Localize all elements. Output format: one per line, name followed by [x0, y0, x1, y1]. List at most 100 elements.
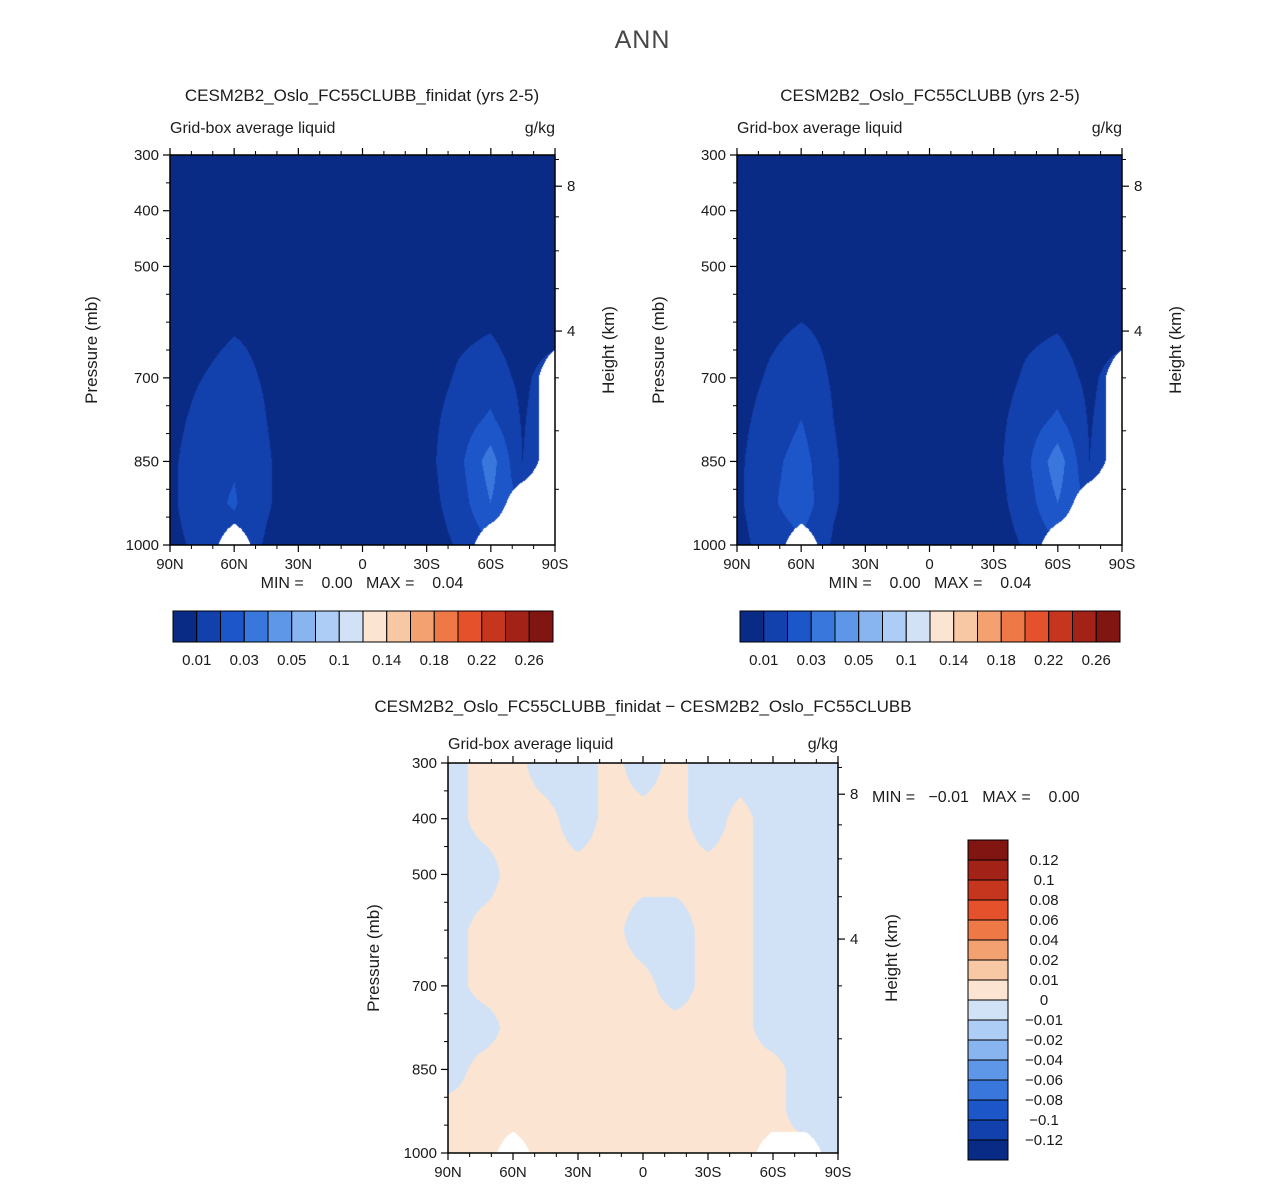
svg-text:90S: 90S [1109, 556, 1136, 573]
svg-text:0.01: 0.01 [182, 652, 211, 669]
panel3-height-axis-label: Height (km) [882, 914, 901, 1002]
svg-text:0: 0 [639, 1164, 647, 1181]
svg-text:400: 400 [412, 811, 437, 828]
svg-text:8: 8 [850, 786, 858, 803]
svg-text:4: 4 [1134, 323, 1142, 340]
svg-text:30S: 30S [980, 556, 1007, 573]
svg-text:700: 700 [134, 370, 159, 387]
panel3-colorbar: 0.12 0.1 0.08 0.06 0.04 0.02 0.01 0 −0.01 −0.02 −0… [967, 839, 1063, 1161]
svg-text:0.26: 0.26 [1082, 652, 1111, 669]
svg-text:−0.01: −0.01 [1025, 1012, 1063, 1029]
svg-text:30N: 30N [852, 556, 880, 573]
svg-text:0.03: 0.03 [230, 652, 259, 669]
svg-text:4: 4 [850, 931, 858, 948]
svg-text:30S: 30S [695, 1164, 722, 1181]
svg-text:−0.04: −0.04 [1025, 1052, 1063, 1069]
svg-text:0.01: 0.01 [1029, 972, 1058, 989]
panel1-title: CESM2B2_Oslo_FC55CLUBB_finidat (yrs 2-5) [184, 86, 540, 105]
svg-text:500: 500 [134, 258, 159, 275]
panel2-pressure-axis-label: Pressure (mb) [649, 296, 668, 404]
panel3-axes: 90N 60N 30N 0 30S 60S 90S 300 400 500 700 850 1000 8 4 [404, 755, 859, 1181]
svg-text:90N: 90N [434, 1164, 462, 1181]
panel1-height-axis-label: Height (km) [599, 306, 618, 394]
svg-text:0.14: 0.14 [939, 652, 968, 669]
svg-text:0.06: 0.06 [1029, 912, 1058, 929]
svg-text:30N: 30N [564, 1164, 592, 1181]
svg-text:0.1: 0.1 [1034, 872, 1055, 889]
svg-text:300: 300 [134, 147, 159, 164]
svg-text:0: 0 [1040, 992, 1048, 1009]
svg-text:90S: 90S [542, 556, 569, 573]
panel3-units-label: g/kg [807, 736, 838, 753]
panel2-height-axis-label: Height (km) [1166, 306, 1185, 394]
svg-text:0.18: 0.18 [420, 652, 449, 669]
panel2-title: CESM2B2_Oslo_FC55CLUBB (yrs 2-5) [780, 86, 1080, 105]
svg-text:850: 850 [134, 453, 159, 470]
svg-text:60N: 60N [499, 1164, 527, 1181]
svg-text:0.05: 0.05 [844, 652, 873, 669]
panel3-contour-canvas [448, 763, 838, 1153]
svg-text:0.18: 0.18 [987, 652, 1016, 669]
panel1-units-label: g/kg [524, 120, 555, 137]
svg-text:8: 8 [567, 178, 575, 195]
panel1-axes: 90N 60N 30N 0 30S 60S 90S 300 400 500 700 850 1000 8 4 [126, 147, 576, 573]
svg-text:1000: 1000 [693, 537, 726, 554]
panel2-subtitle: Grid-box average liquid [737, 120, 903, 137]
svg-text:0: 0 [925, 556, 933, 573]
svg-text:700: 700 [412, 978, 437, 995]
svg-text:0.22: 0.22 [467, 652, 496, 669]
svg-text:30N: 30N [285, 556, 313, 573]
svg-text:0.03: 0.03 [797, 652, 826, 669]
svg-text:30S: 30S [413, 556, 440, 573]
svg-text:−0.06: −0.06 [1025, 1072, 1063, 1089]
svg-text:−0.12: −0.12 [1025, 1132, 1063, 1149]
svg-text:0.05: 0.05 [277, 652, 306, 669]
svg-text:0.26: 0.26 [515, 652, 544, 669]
svg-text:0.08: 0.08 [1029, 892, 1058, 909]
svg-text:60S: 60S [1044, 556, 1071, 573]
panel1-contour-canvas [170, 155, 555, 545]
svg-text:400: 400 [701, 203, 726, 220]
svg-text:60N: 60N [787, 556, 815, 573]
svg-text:60S: 60S [477, 556, 504, 573]
svg-text:−0.02: −0.02 [1025, 1032, 1063, 1049]
svg-text:850: 850 [412, 1061, 437, 1078]
svg-text:0.01: 0.01 [749, 652, 778, 669]
panel3-minmax-text: MIN = −0.01 MAX = 0.00 [872, 789, 1080, 806]
svg-text:0.1: 0.1 [329, 652, 350, 669]
panel1-subtitle: Grid-box average liquid [170, 120, 336, 137]
panel2-contour-canvas [737, 155, 1122, 545]
panel2-axes: 90N 60N 30N 0 30S 60S 90S 300 400 500 700 850 1000 8 4 [693, 147, 1143, 573]
svg-text:400: 400 [134, 203, 159, 220]
svg-text:4: 4 [567, 323, 575, 340]
svg-text:1000: 1000 [404, 1145, 437, 1162]
svg-text:−0.08: −0.08 [1025, 1092, 1063, 1109]
svg-text:90N: 90N [156, 556, 184, 573]
svg-text:0: 0 [358, 556, 366, 573]
svg-text:0.04: 0.04 [1029, 932, 1058, 949]
svg-text:0.12: 0.12 [1029, 852, 1058, 869]
svg-text:0.14: 0.14 [372, 652, 401, 669]
panel3-subtitle: Grid-box average liquid [448, 736, 614, 753]
panel1-pressure-axis-label: Pressure (mb) [82, 296, 101, 404]
svg-text:300: 300 [412, 755, 437, 772]
svg-text:0.02: 0.02 [1029, 952, 1058, 969]
panel2-minmax-text: MIN = 0.00 MAX = 0.04 [828, 575, 1032, 592]
panel2-units-label: g/kg [1091, 120, 1122, 137]
svg-text:90N: 90N [723, 556, 751, 573]
svg-text:0.22: 0.22 [1034, 652, 1063, 669]
svg-text:60N: 60N [220, 556, 248, 573]
svg-text:700: 700 [701, 370, 726, 387]
svg-text:8: 8 [1134, 178, 1142, 195]
svg-text:−0.1: −0.1 [1029, 1112, 1059, 1129]
svg-text:300: 300 [701, 147, 726, 164]
svg-text:500: 500 [701, 258, 726, 275]
panel2-colorbar: 0.01 0.03 0.05 0.1 0.14 0.18 0.22 0.26 [739, 610, 1121, 669]
figure-title: ANN [614, 26, 671, 54]
svg-text:850: 850 [701, 453, 726, 470]
svg-text:1000: 1000 [126, 537, 159, 554]
svg-text:500: 500 [412, 866, 437, 883]
panel3-title: CESM2B2_Oslo_FC55CLUBB_finidat − CESM2B2… [374, 697, 912, 716]
panel1-colorbar: 0.01 0.03 0.05 0.1 0.14 0.18 0.22 0.26 [172, 610, 554, 669]
